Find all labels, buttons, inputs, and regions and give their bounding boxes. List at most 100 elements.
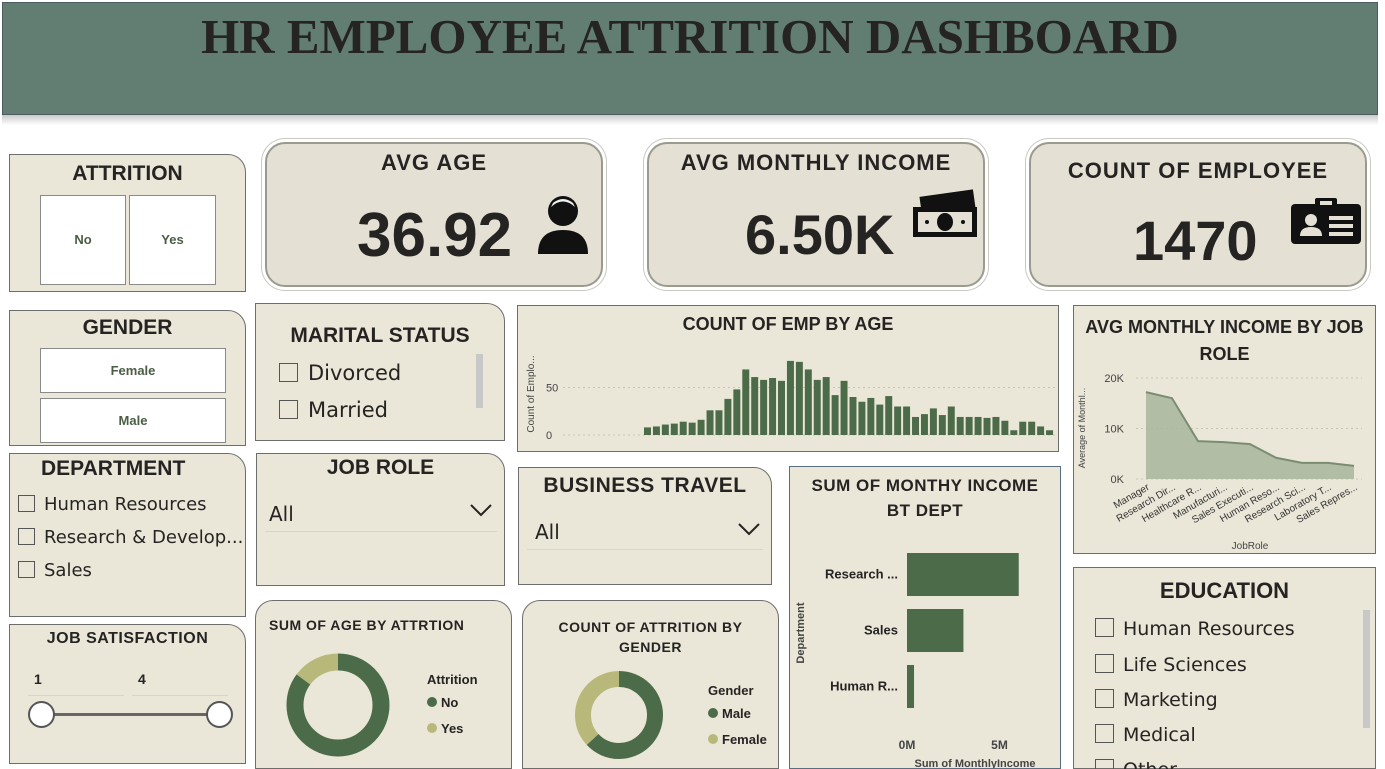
age-bar bbox=[840, 380, 848, 435]
age-bar bbox=[795, 361, 803, 435]
kpi-card-count: COUNT OF EMPLOYEE 1470 bbox=[1029, 142, 1367, 287]
dept-chart-title: SUM OF MONTHY INCOME BT DEPT bbox=[811, 476, 1039, 520]
kpi-avg-income-title: AVG MONTHLY INCOME bbox=[680, 150, 952, 175]
gender-attrition-chart-title: COUNT OF ATTRITION BY GENDER bbox=[558, 619, 743, 655]
jobrole-chart-title: AVG MONTHLY INCOME BY JOB ROLE bbox=[1085, 317, 1364, 364]
y-tick-label: 20K bbox=[1104, 373, 1124, 385]
y-axis-label: Department bbox=[795, 602, 807, 663]
marital-status-slicer: MARITAL STATUS Divorced Married bbox=[255, 303, 505, 441]
job-satisfaction-max-value[interactable]: 4 bbox=[132, 662, 228, 696]
age-bar bbox=[849, 397, 857, 435]
age-chart: 0 50 Count of Emplo... bbox=[526, 355, 1055, 442]
y-tick-label: 0 bbox=[546, 430, 552, 442]
job-satisfaction-handle-max[interactable] bbox=[206, 701, 233, 728]
age-bar bbox=[903, 406, 911, 435]
gender-title: GENDER bbox=[82, 316, 173, 339]
business-travel-dropdown[interactable]: All bbox=[527, 510, 763, 550]
business-travel-slicer: BUSINESS TRAVEL All bbox=[518, 467, 772, 585]
age-bar bbox=[679, 421, 687, 435]
age-bar bbox=[1019, 421, 1027, 435]
age-bar bbox=[1046, 430, 1054, 435]
x-tick-label: 5M bbox=[991, 738, 1008, 752]
age-bar bbox=[1037, 426, 1045, 435]
education-checkbox-medical[interactable] bbox=[1095, 724, 1114, 743]
gender-attrition-donut: Gender Male Female bbox=[575, 671, 767, 759]
education-checkbox-life-sciences[interactable] bbox=[1095, 654, 1114, 673]
age-bar bbox=[1010, 430, 1018, 435]
age-bar bbox=[1001, 420, 1009, 435]
age-bar bbox=[885, 396, 893, 435]
legend-marker bbox=[708, 708, 718, 718]
job-satisfaction-handle-min[interactable] bbox=[28, 701, 55, 728]
age-attrition-chart-card: SUM OF AGE BY ATTRTION Attrition No Yes bbox=[255, 600, 512, 769]
job-role-slicer: JOB ROLE All bbox=[256, 453, 505, 586]
gender-slicer: GENDER Female Male bbox=[9, 310, 246, 446]
y-tick-label: 0K bbox=[1111, 474, 1125, 486]
legend-label: Male bbox=[722, 706, 751, 721]
education-checkbox-hr[interactable] bbox=[1095, 618, 1114, 637]
age-bar bbox=[912, 416, 920, 435]
donut-slice bbox=[286, 653, 390, 757]
kpi-avg-age-title: AVG AGE bbox=[380, 150, 487, 175]
age-bar bbox=[867, 397, 875, 435]
age-bar bbox=[938, 415, 946, 435]
age-bar bbox=[697, 419, 705, 435]
legend-label: Female bbox=[722, 732, 767, 747]
job-satisfaction-track[interactable] bbox=[42, 713, 220, 716]
marital-title: MARITAL STATUS bbox=[290, 324, 470, 347]
job-satisfaction-slicer: JOB SATISFACTION 1 4 bbox=[9, 624, 246, 764]
attrition-tile-yes[interactable]: Yes bbox=[129, 195, 216, 285]
gender-tile-male[interactable]: Male bbox=[40, 398, 226, 443]
age-bar bbox=[1028, 421, 1036, 435]
age-bar bbox=[751, 377, 759, 435]
department-label-hr: Human Resources bbox=[44, 494, 207, 515]
attrition-slicer: ATTRITION No Yes bbox=[9, 154, 246, 292]
education-label-other: Other bbox=[1123, 759, 1177, 769]
education-label-medical: Medical bbox=[1123, 724, 1196, 746]
department-checkbox-sales[interactable] bbox=[18, 561, 35, 578]
attrition-tile-no[interactable]: No bbox=[40, 195, 126, 285]
job-satisfaction-min-value[interactable]: 1 bbox=[28, 662, 124, 696]
age-bar bbox=[715, 410, 723, 435]
legend-title: Attrition bbox=[427, 672, 478, 687]
header-shadow bbox=[2, 115, 1378, 125]
age-bar bbox=[813, 379, 821, 435]
department-checkbox-hr[interactable] bbox=[18, 495, 35, 512]
age-bar bbox=[652, 426, 660, 435]
age-bar bbox=[804, 369, 812, 435]
marital-label-married: Married bbox=[308, 398, 388, 422]
kpi-avg-age-value: 36.92 bbox=[357, 201, 513, 270]
dept-bar bbox=[907, 553, 1019, 596]
age-bar bbox=[876, 404, 884, 435]
dept-chart: Research ... Sales Human R... 0M 5M Departmen… bbox=[795, 553, 1036, 768]
marital-checkbox-divorced[interactable] bbox=[279, 363, 298, 382]
age-chart-card: COUNT OF EMP BY AGE 0 50 Count of Emplo... bbox=[517, 305, 1059, 452]
age-bar bbox=[983, 417, 991, 435]
gender-tile-female[interactable]: Female bbox=[40, 348, 226, 393]
marital-scrollbar[interactable] bbox=[476, 354, 483, 408]
department-checkbox-rd[interactable] bbox=[18, 528, 35, 545]
age-bar bbox=[742, 369, 750, 435]
age-bar bbox=[822, 377, 830, 435]
education-checkbox-other[interactable] bbox=[1095, 759, 1114, 769]
age-bar bbox=[858, 401, 866, 435]
job-role-dropdown[interactable]: All bbox=[265, 494, 497, 532]
marital-label-divorced: Divorced bbox=[308, 361, 402, 385]
legend-label: No bbox=[441, 695, 458, 710]
kpi-count-title: COUNT OF EMPLOYEE bbox=[1067, 158, 1329, 183]
education-checkbox-marketing[interactable] bbox=[1095, 689, 1114, 708]
age-bar bbox=[974, 416, 982, 435]
education-scrollbar[interactable] bbox=[1363, 610, 1370, 728]
dept-bar bbox=[907, 665, 915, 708]
age-bar bbox=[920, 414, 928, 435]
legend-marker bbox=[427, 723, 437, 733]
x-axis-label: JobRole bbox=[1232, 541, 1269, 552]
department-label-sales: Sales bbox=[44, 560, 92, 581]
y-tick-label: Human R... bbox=[830, 679, 898, 694]
income-line bbox=[1145, 391, 1355, 467]
money-icon bbox=[913, 189, 977, 237]
marital-checkbox-married[interactable] bbox=[279, 400, 298, 419]
department-label-rd: Research & Develop... bbox=[44, 527, 244, 548]
age-bar bbox=[831, 395, 839, 435]
age-bar bbox=[769, 378, 777, 435]
